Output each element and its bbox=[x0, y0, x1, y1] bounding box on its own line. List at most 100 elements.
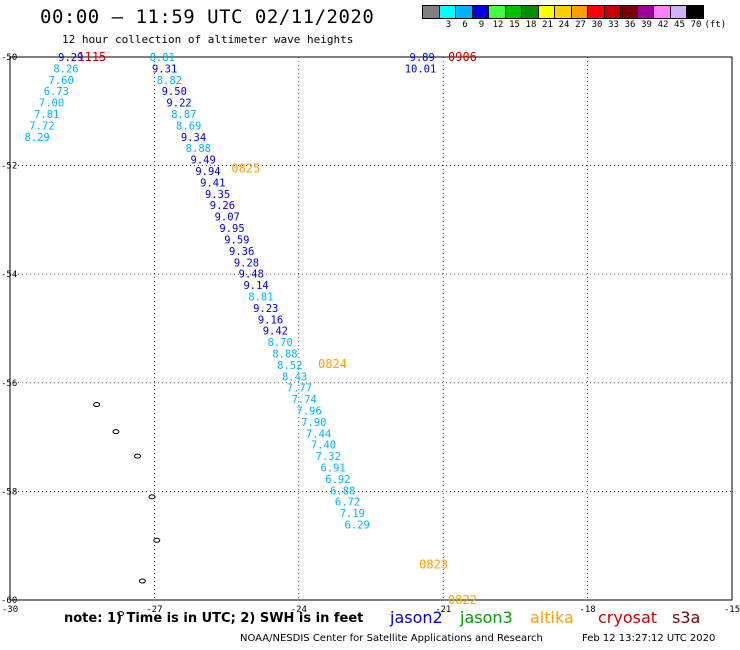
wave-height-label: 10.01 bbox=[405, 63, 437, 75]
wave-height-label: 9.95 bbox=[219, 223, 244, 235]
wave-height-label: 8.88 bbox=[272, 348, 297, 360]
wave-height-label: 6.88 bbox=[330, 485, 355, 497]
island-5 bbox=[153, 537, 161, 543]
wave-height-label: 9.14 bbox=[243, 280, 268, 292]
island-7 bbox=[117, 611, 125, 617]
wave-height-label: 6.73 bbox=[44, 86, 69, 98]
wave-height-label: 7.44 bbox=[306, 428, 331, 440]
legend-bin-label: 9 bbox=[478, 20, 485, 30]
wave-height-label: 9.22 bbox=[166, 98, 191, 110]
wave-height-label: 8.26 bbox=[53, 63, 78, 75]
satellite-cryosat: cryosat bbox=[598, 608, 658, 627]
lat-tick-label: -56 bbox=[1, 379, 17, 389]
wave-height-label: 7.90 bbox=[301, 417, 326, 429]
wave-height-label: 7.96 bbox=[296, 405, 321, 417]
wave-height-label: 7.00 bbox=[39, 98, 64, 110]
legend-bin-label: 15 bbox=[509, 20, 520, 30]
wave-height-label: 8.81 bbox=[150, 52, 175, 64]
legend-bin-label: 70 bbox=[690, 20, 702, 30]
island-1 bbox=[93, 402, 101, 408]
wave-height-label: 9.34 bbox=[181, 132, 206, 144]
wave-height-label: 7.77 bbox=[287, 383, 312, 395]
wave-height-label: 7.32 bbox=[316, 451, 341, 463]
lat-tick-label: -58 bbox=[1, 487, 17, 497]
pass-time-label: 0825 bbox=[231, 161, 260, 175]
lon-tick-label: -30 bbox=[2, 605, 18, 615]
lon-tick-label: -18 bbox=[579, 605, 595, 615]
legend-bin-label: 12 bbox=[492, 20, 504, 30]
island-3 bbox=[134, 453, 142, 459]
wave-height-label: 6.92 bbox=[325, 474, 350, 486]
wave-height-label: 8.81 bbox=[248, 291, 273, 303]
satellite-s3a: s3a bbox=[672, 608, 701, 627]
wave-height-label: 8.43 bbox=[282, 371, 307, 383]
legend-bin-label: 24 bbox=[558, 20, 570, 30]
wave-height-label: 9.29 bbox=[58, 52, 83, 64]
wave-height-label: 9.07 bbox=[215, 212, 240, 224]
pass-time-label: 1115 bbox=[77, 50, 106, 64]
satellite-jason3: jason3 bbox=[460, 608, 513, 627]
wave-height-label: 6.29 bbox=[345, 520, 370, 532]
legend-bin-label: 21 bbox=[542, 20, 553, 30]
wave-height-label: 8.29 bbox=[24, 132, 49, 144]
legend-bin-label: 3 bbox=[445, 20, 452, 30]
wave-height-label: 9.16 bbox=[258, 314, 283, 326]
lat-tick-label: -52 bbox=[1, 162, 17, 172]
wave-height-label: 8.87 bbox=[171, 109, 196, 121]
wave-height-label: 7.19 bbox=[340, 508, 365, 520]
legend-bin-label: 45 bbox=[674, 20, 685, 30]
wave-height-label: 9.35 bbox=[205, 189, 230, 201]
satellite-jason2: jason2 bbox=[390, 608, 443, 627]
legend-bin bbox=[686, 5, 704, 19]
wave-height-label: 8.70 bbox=[268, 337, 293, 349]
wave-height-label: 8.52 bbox=[277, 360, 302, 372]
pass-time-label: 0906 bbox=[448, 50, 477, 64]
legend-bin-label: 42 bbox=[657, 20, 669, 30]
lon-tick-label: -21 bbox=[435, 605, 451, 615]
wave-height-label: 9.31 bbox=[152, 63, 177, 75]
legend-bin-label: 18 bbox=[525, 20, 537, 30]
wave-height-label: 9.89 bbox=[410, 52, 435, 64]
pass-time-label: 0822 bbox=[448, 593, 477, 607]
page-title: 00:00 — 11:59 UTC 02/11/2020 bbox=[40, 6, 375, 28]
wave-height-label: 9.28 bbox=[234, 257, 259, 269]
lat-tick-label: -54 bbox=[1, 270, 17, 280]
wave-height-label: 9.26 bbox=[210, 200, 235, 212]
lon-tick-label: -27 bbox=[146, 605, 162, 615]
island-6 bbox=[138, 578, 146, 584]
lon-tick-label: -24 bbox=[291, 605, 307, 615]
legend-bin-label: 33 bbox=[608, 20, 619, 30]
wave-height-label: 9.94 bbox=[195, 166, 220, 178]
timestamp: Feb 12 13:27:12 UTC 2020 bbox=[582, 633, 716, 644]
wave-height-label: 7.74 bbox=[292, 394, 317, 406]
wave-height-label: 6.91 bbox=[320, 463, 345, 475]
wave-height-label: 9.41 bbox=[200, 177, 225, 189]
wave-height-label: 9.49 bbox=[191, 155, 216, 167]
wave-height-label: 7.81 bbox=[34, 109, 59, 121]
lon-tick-label: -15 bbox=[724, 605, 740, 615]
wave-height-label: 9.36 bbox=[229, 246, 254, 258]
pass-time-label: 0824 bbox=[318, 357, 347, 371]
legend-bin-label: 36 bbox=[624, 20, 636, 30]
legend-bin-label: 6 bbox=[462, 20, 468, 30]
credit-line: NOAA/NESDIS Center for Satellite Applica… bbox=[240, 633, 543, 644]
wave-height-label: 7.40 bbox=[311, 440, 336, 452]
wave-height-label: 8.69 bbox=[176, 120, 201, 132]
lat-tick-label: -50 bbox=[1, 53, 17, 63]
wave-height-label: 9.23 bbox=[253, 303, 278, 315]
island-4 bbox=[148, 494, 156, 500]
wave-height-label: 9.48 bbox=[239, 269, 264, 281]
wave-height-label: 8.88 bbox=[186, 143, 211, 155]
footer-note: note: 1) Time is in UTC; 2) SWH is in fe… bbox=[64, 611, 364, 626]
pass-time-label: 0823 bbox=[419, 558, 448, 572]
satellite-altika: altika bbox=[530, 608, 574, 627]
legend-bin-label: 39 bbox=[641, 20, 652, 30]
wave-height-label: 6.72 bbox=[335, 497, 360, 509]
wave-height-label: 8.82 bbox=[157, 75, 182, 87]
legend-unit: (ft) bbox=[704, 20, 727, 30]
wave-height-label: 7.72 bbox=[29, 120, 54, 132]
legend-bin-label: 27 bbox=[575, 20, 586, 30]
wave-height-label: 9.50 bbox=[162, 86, 187, 98]
page-subtitle: 12 hour collection of altimeter wave hei… bbox=[62, 33, 354, 46]
